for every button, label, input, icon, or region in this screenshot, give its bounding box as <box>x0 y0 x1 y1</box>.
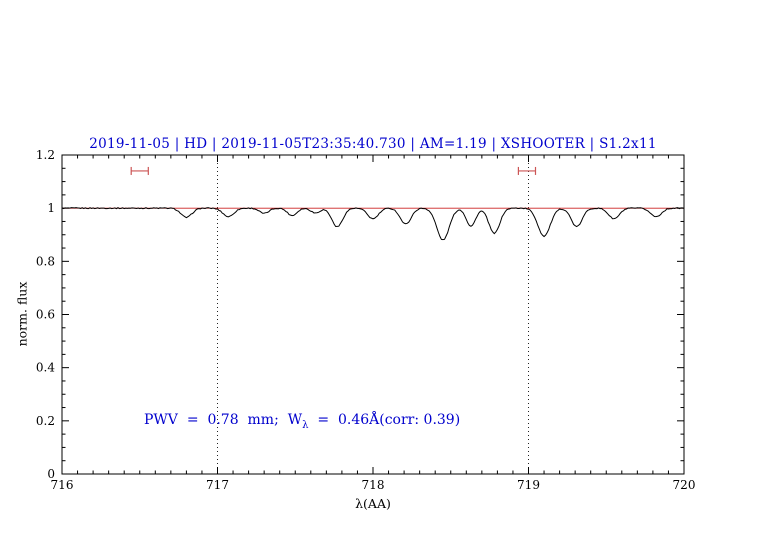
x-tick-label: 719 <box>517 478 540 492</box>
pwv-band-markers <box>130 166 537 175</box>
y-tick-label: 0 <box>47 467 55 481</box>
x-tick-label: 717 <box>206 478 229 492</box>
y-tick-label: 1 <box>47 201 55 215</box>
pwv-annotation-text: PWV = 0.78 mm; W <box>144 412 303 428</box>
spectrum-path <box>61 207 685 241</box>
y-axis-label: norm. flux <box>14 281 30 347</box>
figure-title: 2019-11-05 | HD | 2019-11-05T23:35:40.73… <box>89 136 657 152</box>
y-tick-label: 0.6 <box>36 308 55 322</box>
pwv-annotation-value: = 0.46Å(corr: 0.39) <box>308 412 461 428</box>
pwv-annotation: PWV = 0.78 mm; Wλ = 0.46Å(corr: 0.39) <box>144 412 460 431</box>
lambda-subscript: λ <box>302 419 309 431</box>
y-tick-label: 0.8 <box>36 254 55 268</box>
x-tick-label: 716 <box>51 478 74 492</box>
y-tick-label: 0.4 <box>36 361 55 375</box>
x-axis-label: λ(AA) <box>355 496 391 511</box>
y-tick-label: 0.2 <box>36 414 55 428</box>
x-tick-label: 718 <box>362 478 385 492</box>
tick-labels: 716 717 718 719 720 0 0.2 0.4 0.6 0.8 1 1.2 <box>36 148 696 492</box>
x-tick-label: 720 <box>673 478 696 492</box>
y-tick-label: 1.2 <box>36 148 55 162</box>
axis-ticks <box>61 154 685 475</box>
